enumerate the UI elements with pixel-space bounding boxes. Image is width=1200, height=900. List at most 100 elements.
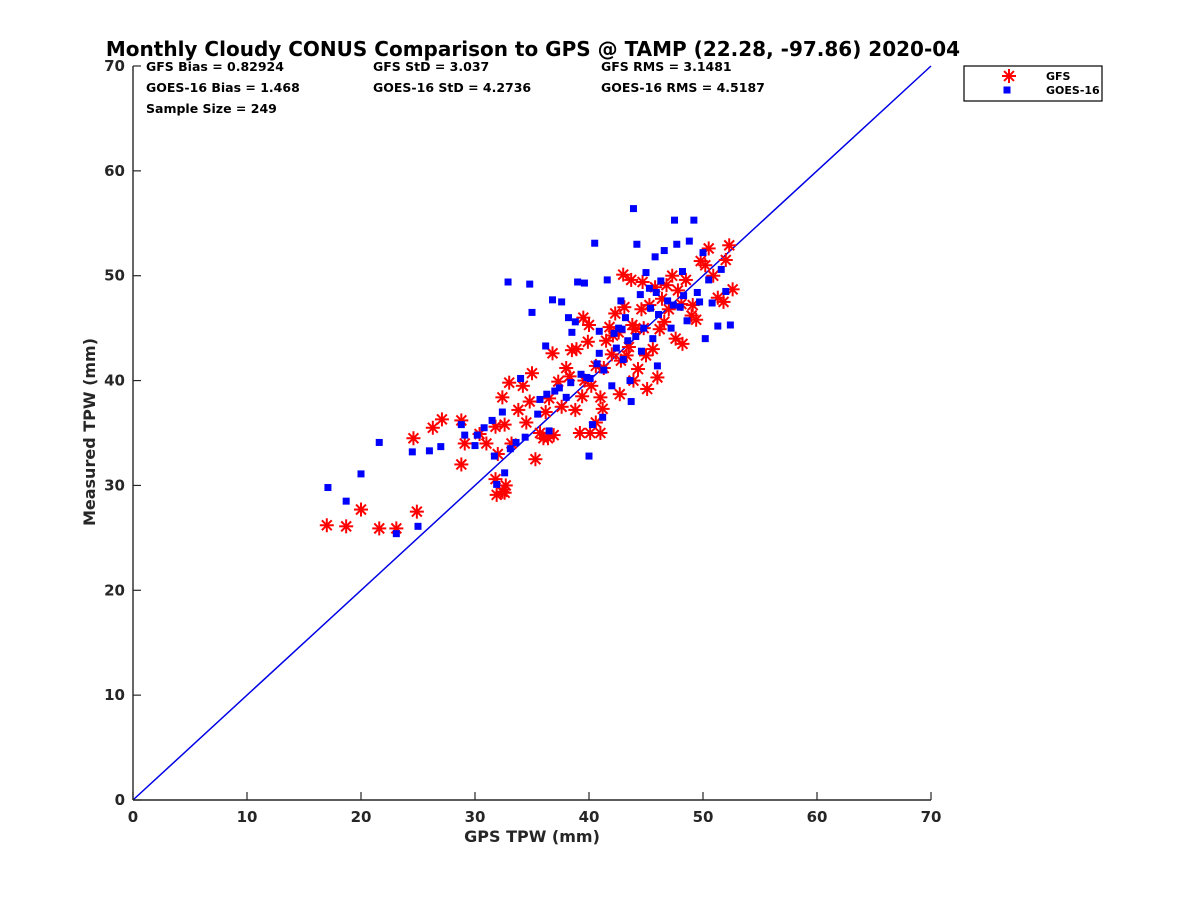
goes-bias-text: GOES-16 Bias = 1.468 bbox=[146, 80, 300, 95]
gfs-point bbox=[716, 294, 731, 309]
y-axis-label: Measured TPW (mm) bbox=[80, 338, 99, 526]
x-tick-label: 60 bbox=[807, 808, 828, 826]
goes16-point bbox=[342, 497, 350, 505]
gfs-point bbox=[498, 478, 513, 493]
goes16-point bbox=[717, 265, 725, 273]
goes16-point bbox=[612, 344, 620, 352]
goes16-point bbox=[669, 301, 677, 309]
goes16-point bbox=[408, 448, 416, 456]
goes16-point bbox=[595, 327, 603, 335]
legend-goes16-marker bbox=[1003, 86, 1011, 94]
goes16-point bbox=[534, 410, 542, 418]
x-tick-label: 50 bbox=[693, 808, 714, 826]
gfs-point bbox=[608, 306, 623, 321]
goes16-point bbox=[699, 249, 707, 257]
goes16-point bbox=[678, 268, 686, 276]
goes16-point bbox=[480, 424, 488, 432]
goes16-point bbox=[567, 379, 575, 387]
goes16-point bbox=[425, 447, 433, 455]
x-tick-label: 10 bbox=[237, 808, 258, 826]
goes16-point bbox=[526, 280, 534, 288]
goes16-point bbox=[580, 279, 588, 287]
gfs-point bbox=[339, 519, 354, 534]
gfs-point bbox=[497, 417, 512, 432]
gfs-point bbox=[722, 238, 737, 253]
goes16-point bbox=[583, 373, 591, 381]
goes16-point bbox=[551, 387, 559, 395]
goes16-point bbox=[437, 443, 445, 451]
gfs-point bbox=[425, 420, 440, 435]
goes16-point bbox=[621, 314, 629, 322]
gfs-point bbox=[652, 322, 667, 337]
x-tick-label: 40 bbox=[579, 808, 600, 826]
x-tick-label: 20 bbox=[351, 808, 372, 826]
gfs-point bbox=[624, 272, 639, 287]
goes16-point bbox=[683, 317, 691, 325]
goes16-point bbox=[600, 366, 608, 374]
gfs-point bbox=[372, 521, 387, 536]
legend: GFS GOES-16 bbox=[963, 65, 1103, 102]
y-tick-label: 20 bbox=[104, 581, 125, 599]
goes16-point bbox=[517, 374, 525, 382]
legend-goes16-square bbox=[1003, 86, 1011, 94]
goes16-point bbox=[624, 337, 632, 345]
gfs-point bbox=[616, 267, 631, 282]
goes16-point bbox=[642, 269, 650, 277]
sample-size-text: Sample Size = 249 bbox=[146, 101, 277, 116]
goes16-point bbox=[543, 390, 551, 398]
gfs-point bbox=[519, 415, 534, 430]
goes16-point bbox=[512, 438, 520, 446]
goes16-point bbox=[655, 311, 663, 319]
goes16-series bbox=[324, 205, 734, 538]
legend-gfs-marker bbox=[1002, 69, 1016, 83]
goes16-point bbox=[414, 522, 422, 530]
goes16-point bbox=[501, 469, 509, 477]
gfs-point bbox=[640, 381, 655, 396]
goes16-point bbox=[490, 452, 498, 460]
goes16-point bbox=[498, 408, 506, 416]
gfs-point bbox=[599, 333, 614, 348]
gfs-point bbox=[675, 336, 690, 351]
gfs-point bbox=[434, 412, 449, 427]
x-tick-label: 0 bbox=[128, 808, 138, 826]
goes16-point bbox=[577, 370, 585, 378]
gfs-point bbox=[545, 346, 560, 361]
goes16-point bbox=[705, 276, 713, 284]
legend-box bbox=[963, 65, 1103, 102]
gfs-point bbox=[665, 268, 680, 283]
goes16-point bbox=[488, 416, 496, 424]
goes16-point bbox=[619, 356, 627, 364]
goes16-point bbox=[542, 342, 550, 350]
gfs-bias-text: GFS Bias = 0.82924 bbox=[146, 59, 284, 74]
goes16-point bbox=[324, 484, 332, 492]
x-tick-label: 70 bbox=[921, 808, 942, 826]
goes16-point bbox=[457, 421, 465, 429]
goes16-point bbox=[626, 377, 634, 385]
statistics-block: GFS Bias = 0.82924 GFS StD = 3.037 GFS R… bbox=[146, 59, 765, 116]
legend-goes16-label: GOES-16 bbox=[1046, 84, 1100, 97]
goes16-point bbox=[696, 298, 704, 306]
goes16-point bbox=[701, 335, 709, 343]
goes16-point bbox=[549, 296, 557, 304]
x-tick-label: 30 bbox=[465, 808, 486, 826]
goes16-point bbox=[629, 205, 637, 213]
goes16-point bbox=[690, 216, 698, 224]
goes16-point bbox=[640, 324, 648, 332]
goes16-point bbox=[633, 240, 641, 248]
goes16-point bbox=[571, 318, 579, 326]
gfs-point bbox=[522, 394, 537, 409]
goes-rms-text: GOES-16 RMS = 4.5187 bbox=[601, 80, 765, 95]
goes16-point bbox=[708, 299, 716, 307]
goes16-point bbox=[392, 530, 400, 538]
gfs-point bbox=[580, 334, 595, 349]
goes16-point bbox=[504, 278, 512, 286]
gfs-std-text: GFS StD = 3.037 bbox=[373, 59, 489, 74]
gfs-point bbox=[409, 504, 424, 519]
gfs-point bbox=[575, 389, 590, 404]
goes16-point bbox=[521, 433, 529, 441]
gfs-point bbox=[502, 375, 517, 390]
gfs-point bbox=[406, 431, 421, 446]
goes16-point bbox=[599, 413, 607, 421]
goes16-point bbox=[693, 288, 701, 296]
gfs-point bbox=[525, 366, 539, 381]
